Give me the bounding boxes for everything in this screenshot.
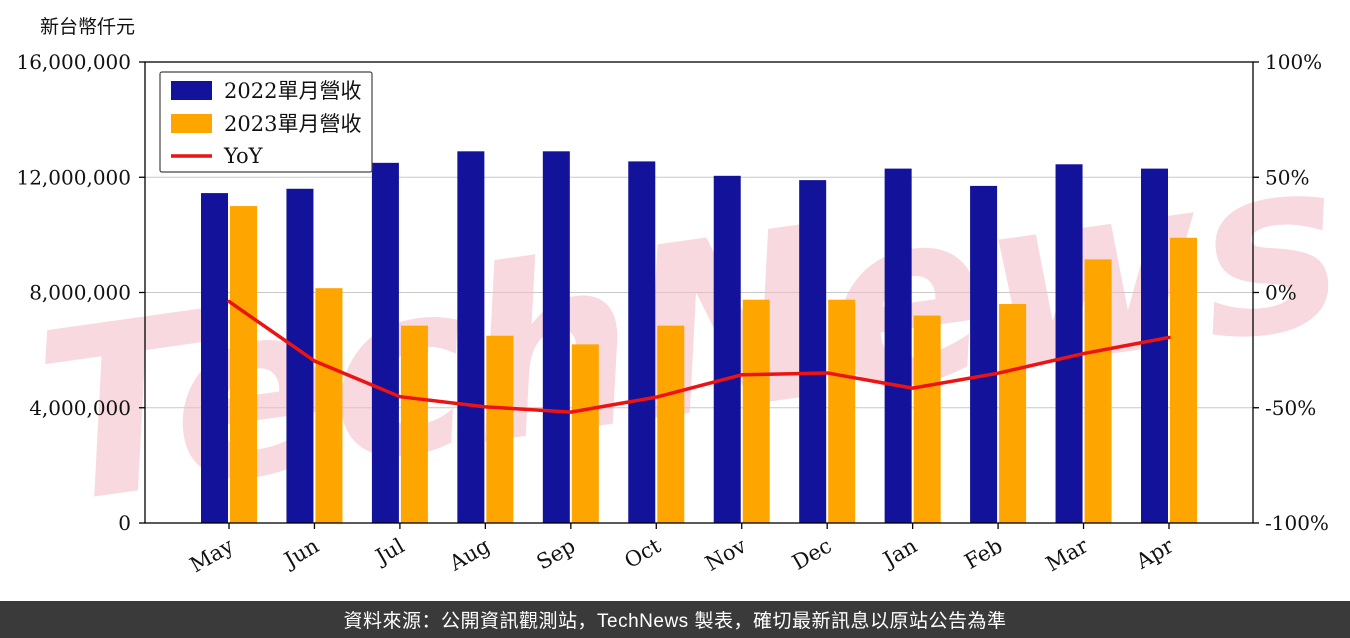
x-axis-month-label: Mar: [1042, 533, 1093, 576]
bar-2023: [828, 299, 856, 523]
x-axis-month-label: Sep: [532, 534, 579, 575]
yoy-line: [227, 299, 1171, 414]
left-axis-tick-label: 8,000,000: [29, 281, 131, 305]
legend-swatch-2023: [171, 114, 212, 133]
bar-2022: [1141, 168, 1168, 523]
bar-2023: [486, 335, 514, 523]
bar-2023: [742, 299, 770, 523]
x-axis-month-label: May: [186, 533, 238, 577]
right-axis-tick-label: 0%: [1265, 281, 1297, 305]
bar-2023: [1170, 237, 1197, 523]
right-axis-tick-label: 50%: [1265, 165, 1309, 189]
y-axis-unit-label: 新台幣仟元: [40, 16, 136, 38]
x-axis-month-label: Jan: [878, 534, 922, 573]
left-axis-tick-label: 4,000,000: [29, 396, 131, 420]
x-axis-month-label: Jul: [370, 533, 409, 569]
bar-2022: [542, 151, 570, 523]
bar-2023: [315, 288, 343, 523]
legend-swatch-2022: [171, 81, 212, 100]
bar-2022: [799, 180, 827, 523]
bar-2023: [400, 325, 428, 523]
legend-label-2022: 2022單月營收: [224, 79, 361, 103]
footer-source-bar: 資料來源：公開資訊觀測站，TechNews 製表，確切最新訊息以原站公告為準: [0, 601, 1350, 638]
legend-box: [159, 71, 373, 173]
bar-2022: [970, 185, 998, 524]
x-axis-month-label: Feb: [961, 534, 1007, 574]
legend-label-2023: 2023單月營收: [224, 112, 361, 136]
bar-2023: [999, 304, 1027, 523]
x-axis-month-label: Aug: [445, 534, 494, 576]
bar-2023: [571, 344, 599, 523]
x-axis-month-label: Nov: [701, 533, 750, 575]
bar-2022: [628, 161, 656, 523]
bar-2023: [913, 315, 941, 523]
bar-2022: [884, 168, 912, 523]
bar-2022: [201, 193, 228, 524]
x-axis-month-label: Jun: [279, 534, 323, 574]
bar-2022: [1055, 164, 1083, 524]
left-axis-tick-label: 12,000,000: [16, 165, 131, 189]
right-axis-tick-label: -50%: [1265, 396, 1316, 420]
bar-2022: [713, 175, 741, 523]
legend-label-yoy: YoY: [223, 144, 264, 168]
left-axis-tick-label: 0: [118, 511, 131, 535]
footer-source-text: 資料來源：公開資訊觀測站，TechNews 製表，確切最新訊息以原站公告為準: [343, 611, 1007, 632]
right-axis-tick-label: 100%: [1265, 50, 1322, 74]
bar-2022: [457, 151, 485, 523]
left-axis-tick-label: 16,000,000: [16, 50, 131, 74]
x-axis-month-label: Oct: [620, 533, 665, 573]
bar-2023: [657, 325, 685, 523]
right-axis-tick-label: -100%: [1265, 511, 1329, 535]
x-axis-month-label: Apr: [1131, 533, 1178, 574]
bar-2022: [371, 162, 399, 523]
bar-2023: [1084, 259, 1112, 523]
revenue-chart: TechNews04,000,0008,000,00012,000,00016,…: [16, 50, 1350, 577]
x-axis-month-label: Dec: [788, 534, 836, 575]
bar-2023: [230, 206, 257, 523]
